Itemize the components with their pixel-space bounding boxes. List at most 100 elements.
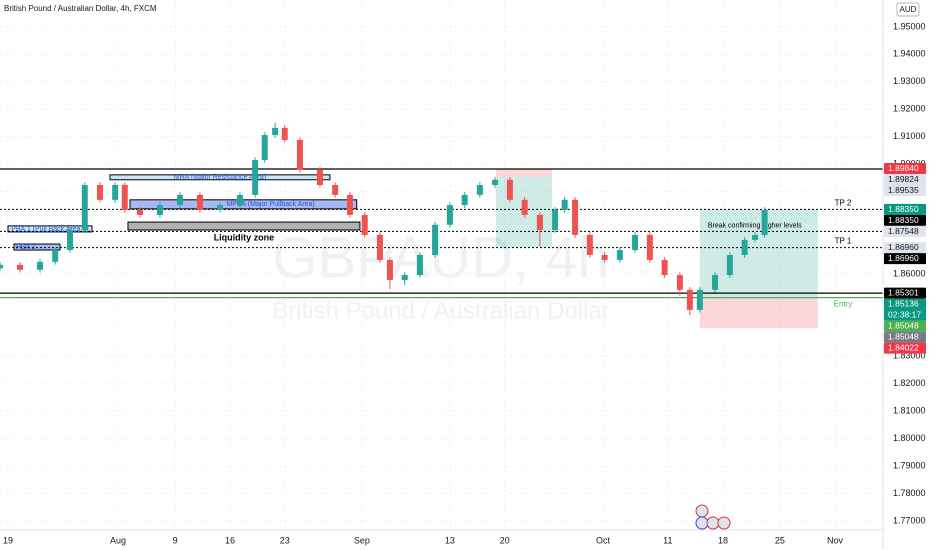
candle-body [361,214,368,235]
zone [127,221,361,231]
candle-body [401,275,408,280]
candle-body [552,209,559,231]
candle-body [252,160,259,195]
zone [109,174,331,181]
candle-body [506,179,513,200]
candle-body [112,184,119,200]
flag-icon[interactable] [695,504,709,518]
candle-body [52,250,59,262]
currency-box[interactable] [896,2,920,17]
candle-body [281,127,288,140]
candle-body [476,184,483,195]
x-tick-label: Oct [596,535,611,545]
candle-body [561,199,568,210]
zone [129,199,358,210]
candle-body [521,199,528,215]
candle-body [376,234,383,260]
zone [13,243,61,251]
candle-body [616,250,623,260]
candle-body [216,205,223,210]
price-tag [884,203,926,215]
candle-body [446,205,453,225]
watermark-subtitle: British Pound / Australian Dollar [272,297,610,324]
price-tag [884,342,926,354]
price-tag-label: 1.84022 [888,343,919,353]
price-tag-label: 1.85136 [888,299,919,309]
y-tick-label: 1.86000 [893,268,926,278]
candle-body [196,194,203,210]
price-tag [884,225,926,237]
chart-title: British Pound / Australian Dollar, 4h, F… [4,4,157,13]
candle-body [0,264,3,269]
candle-body [461,194,468,206]
price-tag [884,331,926,343]
grid [0,0,883,530]
candle-body [316,169,323,185]
x-tick-label: 13 [445,535,455,545]
candle-body [176,194,183,206]
candle-body [156,205,163,215]
price-tag-label: 1.86960 [888,242,919,252]
zone-label: MPBA (Major Pullback Area) [226,201,314,208]
candle-body [16,264,23,270]
price-tag [884,174,926,186]
price-tag [884,242,926,254]
x-tick-label: 11 [663,535,672,545]
drawings: MRA (Major Resistance Area) MPBA (Major P… [0,168,883,329]
price-tag-label: 1.85301 [888,288,919,298]
candle-body [492,179,499,185]
x-tick-label: Nov [827,535,844,545]
candle-body [572,199,579,235]
candle-body [686,289,693,310]
candle-body [696,289,703,310]
candle-body [272,127,279,136]
x-tick-label: 20 [500,535,510,545]
y-tick-label: 1.94000 [893,49,926,59]
y-tick-label: 1.78000 [893,488,926,498]
x-tick-label: 25 [775,535,785,545]
price-tag-label: 1.88350 [888,215,919,225]
candle-body [632,234,639,251]
price-tag [884,320,926,332]
candle-body [296,139,303,170]
annotation: Break confirming higher levels [708,223,802,230]
price-tags: 1.898401.898241.895351.883501.883501.875… [884,163,926,354]
y-tick-label: 1.93000 [893,76,926,86]
y-tick-label: 1.91000 [893,131,926,141]
event-flags [695,504,731,530]
flag-icon[interactable] [695,516,709,530]
price-tag-label: 1.89840 [888,163,919,173]
y-tick-label: 1.95000 [893,21,926,31]
watermark: GBPAUD, 4h [272,225,609,290]
candle-body [752,234,759,240]
candle-body [136,209,143,215]
candle-body [36,261,43,270]
candle-body [332,184,339,195]
x-tick-label: Aug [110,535,126,545]
x-tick-label: 9 [173,535,178,545]
candle-body [432,224,439,255]
profit-area [699,209,818,298]
flag-icon[interactable] [717,516,731,530]
x-tick-label: Sep [354,535,370,545]
x-tick-label: 23 [280,535,290,545]
price-tag [884,163,926,175]
flag-icon[interactable] [706,516,720,530]
currency[interactable]: AUD [900,5,917,14]
price-tag [884,287,926,299]
candle-body [81,184,88,231]
loss-area [495,168,552,177]
candle-body [601,254,608,260]
y-tick-label: 1.79000 [893,460,926,470]
zone-label: Liquidity zone [214,232,275,242]
zone-label: PBA 1 (Pull Back Area 1) [11,226,88,233]
candle-body [586,234,593,255]
price-tag-label: 1.89535 [888,185,919,195]
loss-area [699,297,818,329]
candle-body [761,209,768,235]
candle-body [346,194,353,215]
price-tag-label: 1.85048 [888,332,919,342]
y-tick-label: 1.83000 [893,351,926,361]
